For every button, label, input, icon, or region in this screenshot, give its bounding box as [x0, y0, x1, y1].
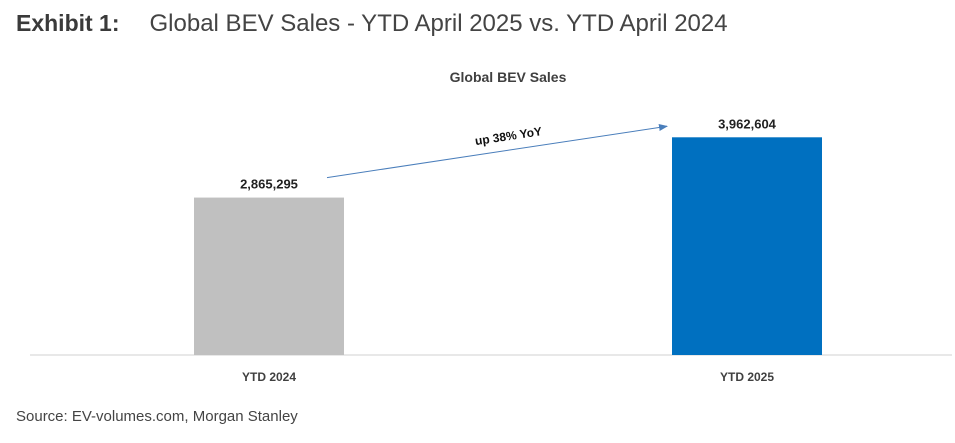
- chart-title: Global BEV Sales: [450, 69, 567, 85]
- exhibit-header: Exhibit 1: Global BEV Sales - YTD April …: [16, 10, 728, 46]
- exhibit-label: Exhibit 1:: [16, 10, 120, 36]
- bars-group: 2,865,295 YTD 2024 3,962,604 YTD 2025 up 38%…: [194, 116, 822, 384]
- yoy-arrow: [326, 124, 668, 179]
- bar-ytd-2024: [194, 197, 344, 355]
- data-label-ytd-2025: 3,962,604: [718, 116, 777, 131]
- x-tick-label-ytd-2025: YTD 2025: [720, 370, 774, 384]
- bar-ytd-2025: [672, 137, 822, 355]
- source-note: Source: EV-volumes.com, Morgan Stanley: [16, 408, 298, 425]
- data-label-ytd-2024: 2,865,295: [240, 177, 298, 192]
- x-tick-label-ytd-2024: YTD 2024: [242, 370, 296, 384]
- bar-chart: Global BEV Sales 2,865,295 YTD 2024 3,962,…: [30, 69, 952, 384]
- yoy-annotation: up 38% YoY: [474, 124, 543, 148]
- exhibit-title: Global BEV Sales - YTD April 2025 vs. YT…: [149, 10, 728, 37]
